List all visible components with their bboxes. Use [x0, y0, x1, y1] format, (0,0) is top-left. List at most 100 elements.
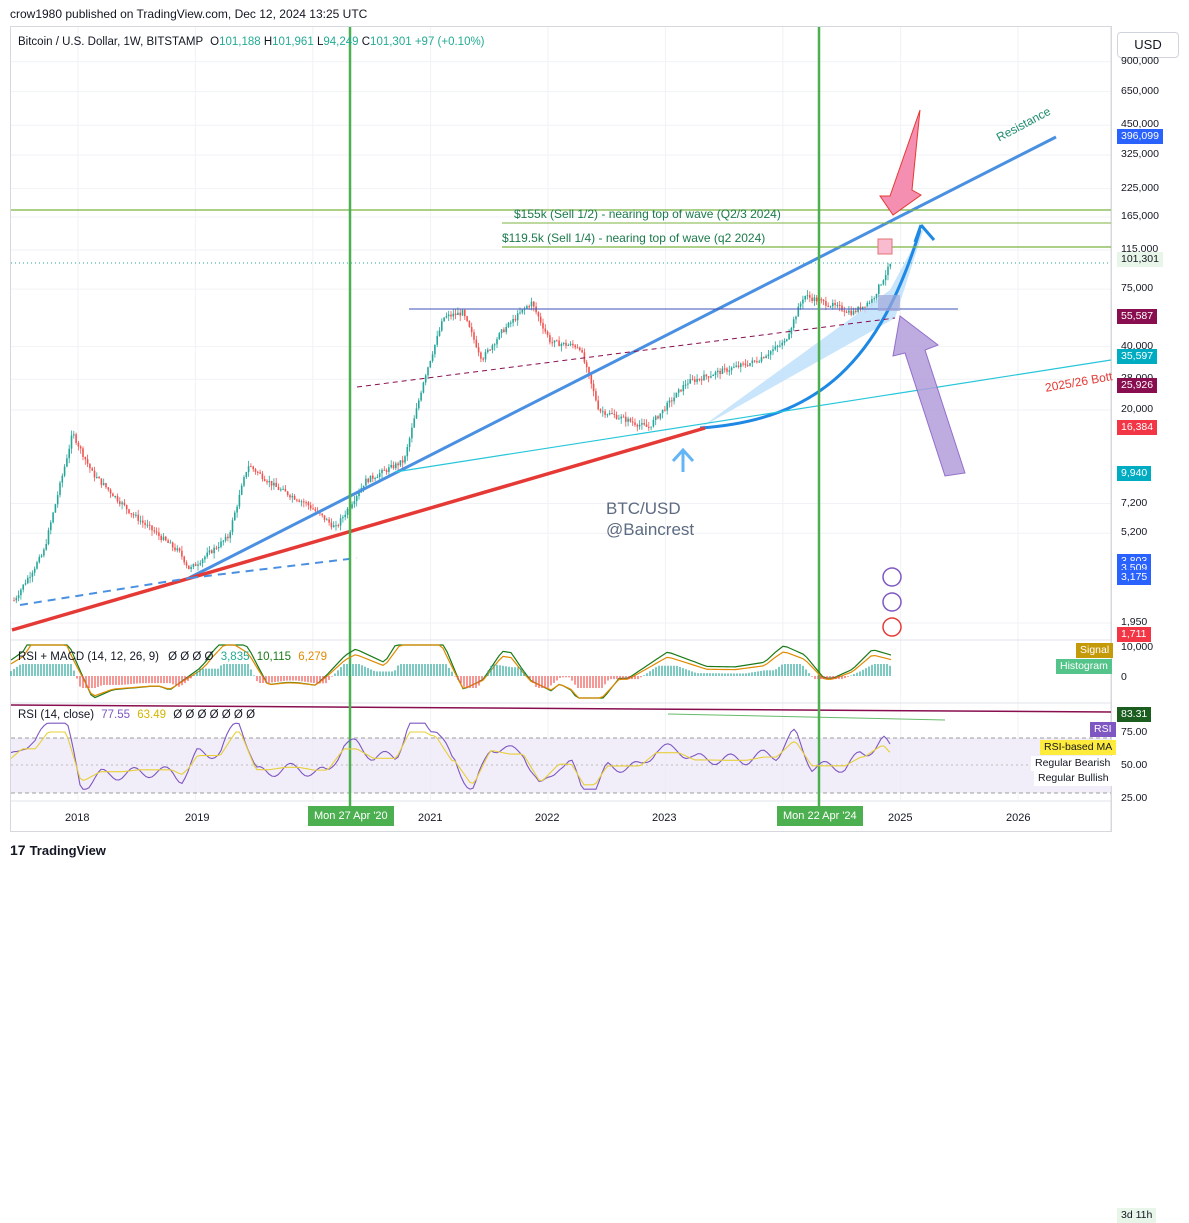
candle-body: [24, 583, 27, 585]
price-tag: 3,175: [1117, 570, 1152, 586]
candle-body: [181, 550, 183, 557]
candle-body: [40, 555, 43, 557]
candle-body: [385, 470, 388, 472]
candle-body: [220, 541, 222, 547]
candle-body: [622, 416, 625, 418]
candle-body: [259, 472, 261, 474]
candle-body: [643, 423, 645, 425]
price-tick: 1,950: [1121, 616, 1148, 628]
candle-body: [792, 319, 795, 328]
low-label: L: [316, 36, 324, 48]
candle-body: [636, 424, 639, 427]
candle-body: [599, 409, 602, 412]
candle-body: [229, 532, 231, 539]
candle-body: [367, 478, 369, 483]
candle-body: [608, 412, 611, 415]
candle-body: [673, 397, 675, 402]
candle-body: [236, 506, 238, 513]
candle-body: [197, 564, 199, 566]
event-icon-2: [882, 592, 902, 612]
candle-body: [328, 519, 330, 523]
candle-body: [174, 547, 176, 551]
candle-body: [638, 424, 641, 427]
candle-body: [153, 530, 156, 532]
candle-body: [107, 487, 110, 490]
candle-body: [261, 473, 264, 480]
year-2023: 2023: [652, 812, 677, 824]
candle-body: [776, 345, 779, 347]
candle-body: [406, 447, 409, 457]
candle-body: [744, 363, 747, 366]
event-icon-1: [882, 567, 902, 587]
candle-body: [342, 517, 344, 519]
price-tag: 1,711: [1117, 626, 1151, 642]
candle-body: [696, 378, 698, 382]
candle-body: [217, 546, 220, 549]
candle-body: [493, 344, 496, 346]
price-tag: 35,597: [1117, 349, 1158, 365]
rsi-top-line: [10, 704, 1112, 713]
candle-body: [399, 460, 402, 466]
date-marker-2020: Mon 27 Apr '20: [308, 806, 394, 826]
candle-body: [661, 409, 664, 414]
candle-body: [461, 310, 464, 316]
candle-body: [841, 305, 843, 311]
candle-body: [176, 548, 179, 551]
candle-body: [15, 597, 18, 601]
candle-body: [169, 542, 172, 544]
candle-body: [698, 378, 701, 380]
rsi-ma-line: [10, 731, 891, 786]
candle-body: [659, 413, 662, 419]
price-tag: 101,301: [1117, 251, 1163, 267]
candle-body: [629, 418, 632, 422]
candle-body: [401, 460, 404, 463]
candle-body: [829, 306, 832, 308]
candle-body: [247, 466, 250, 473]
rsi-value-2: 63.49: [137, 709, 167, 721]
candle-body: [86, 459, 89, 464]
candle-body: [539, 316, 542, 323]
candle-body: [503, 329, 505, 333]
candle-body: [887, 266, 889, 276]
candle-body: [875, 293, 878, 299]
candle-body: [146, 524, 149, 526]
chart-canvas[interactable]: [0, 0, 1189, 867]
macd-title: RSI + MACD (14, 12, 26, 9): [18, 651, 159, 663]
candle-body: [70, 435, 73, 449]
currency-button[interactable]: USD: [1117, 32, 1179, 58]
rsi-tick-75: 75.00: [1121, 726, 1148, 738]
candle-body: [684, 384, 687, 386]
candle-body: [510, 322, 512, 324]
candle-body: [415, 408, 418, 419]
candle-body: [29, 576, 31, 578]
candle-body: [735, 365, 737, 367]
candle-body: [675, 392, 678, 398]
candle-body: [201, 559, 204, 564]
candle-body: [811, 297, 813, 302]
candle-body: [105, 483, 107, 488]
candle-body: [135, 514, 137, 516]
candle-body: [303, 501, 305, 503]
candle-body: [809, 295, 811, 298]
candle-body: [815, 297, 818, 302]
candle-body: [422, 382, 425, 393]
candle-body: [680, 389, 682, 392]
candle-body: [13, 600, 15, 602]
candle-body: [627, 418, 629, 422]
candle-body: [579, 347, 581, 351]
candle-body: [848, 310, 850, 313]
candle-body: [190, 566, 192, 570]
candle-body: [238, 494, 241, 507]
candle-body: [620, 416, 622, 419]
date-marker-2024: Mon 22 Apr '24: [777, 806, 863, 826]
purple-arrow: [892, 315, 966, 477]
candle-body: [89, 463, 91, 469]
candle-body: [602, 411, 604, 413]
candle-body: [234, 512, 236, 521]
candle-body: [268, 480, 271, 483]
candle-body: [799, 303, 802, 307]
rsi-8331-tag: 83.31: [1117, 707, 1152, 722]
candle-body: [291, 495, 294, 498]
candle-body: [344, 514, 346, 518]
high-label: H: [263, 36, 273, 48]
